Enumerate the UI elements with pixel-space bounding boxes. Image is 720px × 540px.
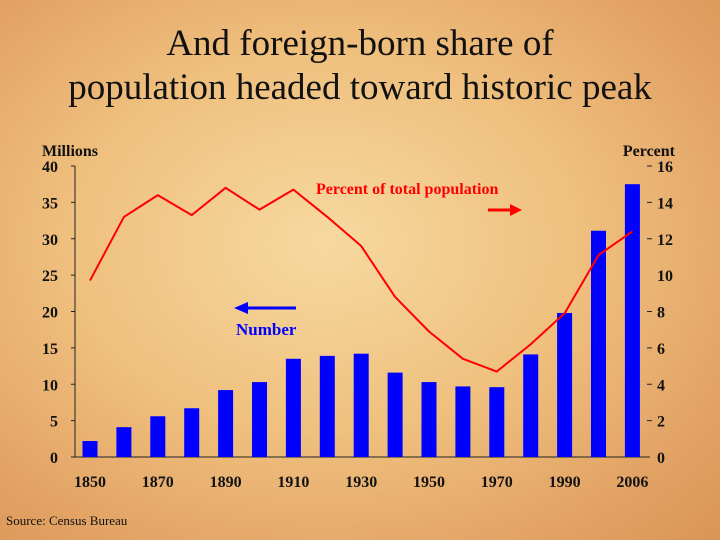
left-tick-label: 15 (42, 341, 58, 358)
x-tick-label: 1890 (210, 474, 242, 491)
right-tick-label: 10 (657, 268, 673, 285)
right-tick-label: 14 (657, 195, 673, 212)
bar-1950 (421, 382, 437, 457)
source-note: Source: Census Bureau (6, 513, 128, 528)
left-tick-label: 30 (42, 232, 58, 249)
percent-annotation-label: Percent of total population (316, 181, 498, 198)
x-tick-label: 1850 (74, 474, 106, 491)
slide-title: And foreign-born share of population hea… (0, 22, 720, 110)
percent-line (89, 186, 633, 373)
left-tick-label: 35 (42, 195, 58, 212)
left-tick-label: 0 (50, 450, 58, 467)
right-tick-label: 8 (657, 305, 665, 322)
right-tick-label: 0 (657, 450, 665, 467)
bar-1980 (523, 354, 539, 457)
x-tick-label: 1930 (345, 474, 377, 491)
bar-1850 (82, 440, 98, 457)
right-tick-label: 4 (657, 377, 665, 394)
bar-1910 (285, 358, 301, 457)
bar-1870 (150, 416, 166, 457)
bar-1860 (116, 427, 132, 457)
number-arrow-head (234, 302, 248, 314)
bar-1920 (319, 355, 335, 457)
title-line-2: population headed toward historic peak (68, 67, 652, 108)
right-tick-label: 12 (657, 232, 673, 249)
x-tick-label: 1990 (549, 474, 581, 491)
x-tick-label: 2006 (616, 474, 648, 491)
left-tick-label: 20 (42, 305, 58, 322)
x-tick-label: 1870 (142, 474, 174, 491)
bar-1880 (184, 408, 200, 457)
bar-1900 (252, 382, 267, 457)
left-tick-label: 10 (42, 377, 58, 394)
bar-1930 (353, 353, 369, 457)
number-annotation-label: Number (236, 320, 297, 339)
bar-1970 (489, 387, 505, 457)
right-tick-label: 16 (657, 159, 673, 176)
x-tick-label: 1910 (277, 474, 309, 491)
bar-1990 (557, 312, 573, 457)
right-axis-label: Percent (623, 143, 676, 160)
line-layer (89, 186, 633, 373)
left-tick-label: 25 (42, 268, 58, 285)
left-tick-label: 5 (50, 414, 58, 431)
left-tick-label: 40 (42, 159, 58, 176)
bars-layer (82, 184, 640, 457)
bar-2006 (624, 184, 640, 457)
x-tick-label: 1970 (481, 474, 513, 491)
percent-arrow-head (510, 204, 522, 216)
bar-1960 (455, 386, 471, 457)
title-line-1: And foreign-born share of (166, 23, 554, 64)
right-tick-label: 2 (657, 414, 665, 431)
bar-2000 (591, 230, 606, 457)
x-tick-label: 1950 (413, 474, 445, 491)
bar-1940 (387, 372, 403, 457)
left-axis-label: Millions (42, 143, 98, 160)
labels-layer: 0510152025303540Millions0246810121416Per… (42, 143, 676, 491)
bar-1890 (218, 390, 234, 457)
right-tick-label: 6 (657, 341, 665, 358)
